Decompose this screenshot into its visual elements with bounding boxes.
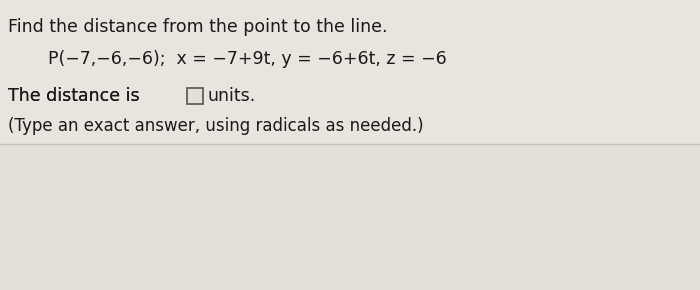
Text: units.: units. — [208, 87, 256, 105]
Text: The distance is: The distance is — [8, 87, 145, 105]
Text: The distance is: The distance is — [8, 87, 145, 105]
Bar — [0, 0, 700, 144]
Bar — [0, 144, 700, 290]
Text: Find the distance from the point to the line.: Find the distance from the point to the … — [8, 18, 388, 36]
Text: (Type an exact answer, using radicals as needed.): (Type an exact answer, using radicals as… — [8, 117, 423, 135]
Bar — [187, 88, 203, 104]
Text: P(−7,−6,−6);  x = −7+9t, y = −6+6t, z = −6: P(−7,−6,−6); x = −7+9t, y = −6+6t, z = −… — [48, 50, 447, 68]
